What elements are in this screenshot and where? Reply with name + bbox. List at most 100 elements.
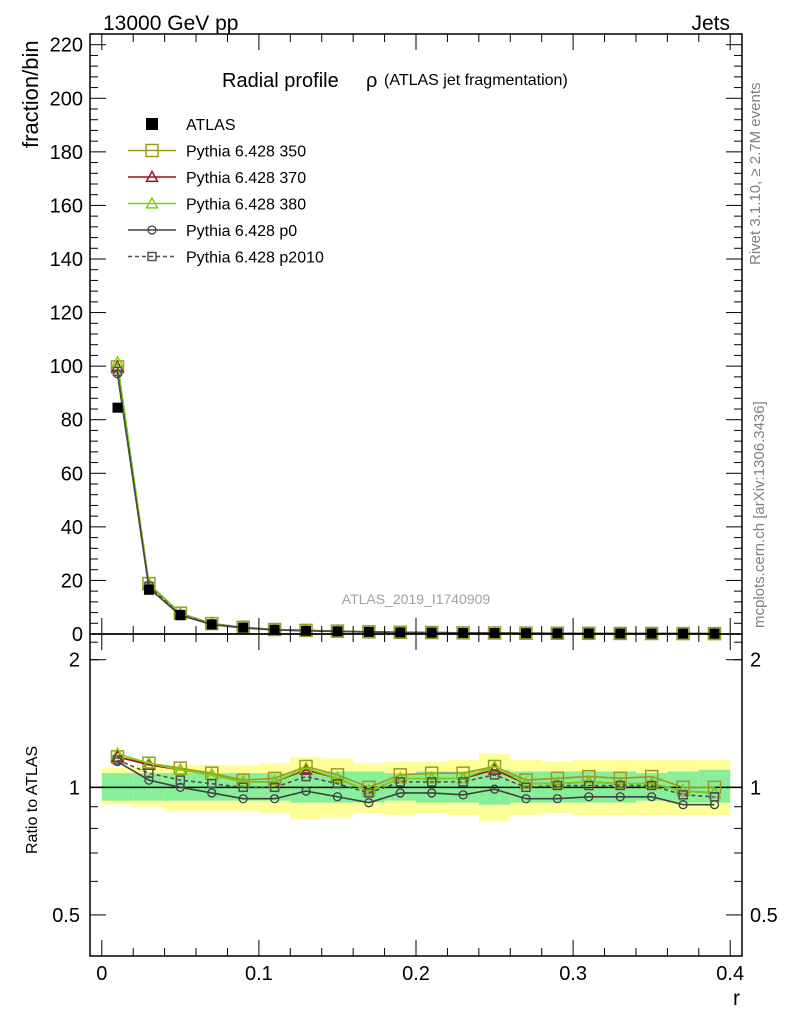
ratio-series-marker [207, 788, 217, 798]
title-rho: ρ [366, 70, 377, 92]
main-y-tick-label: 220 [50, 35, 83, 57]
ratio-series-marker [647, 792, 657, 802]
ratio-series-marker [521, 782, 531, 793]
ratio-series-marker [267, 774, 282, 788]
plot-title: Radial profile ρ (ATLAS jet fragmentatio… [222, 70, 568, 92]
ratio-y-tick-label-right: 1 [750, 777, 761, 799]
main-y-tick-label: 100 [50, 356, 83, 378]
ratio-y-tick-label: 0.5 [52, 905, 80, 927]
ratio-series-marker [644, 769, 659, 784]
ratio-series-marker [678, 800, 688, 810]
data-point [363, 626, 374, 637]
legend-label: Pythia 6.428 p0 [186, 223, 297, 240]
main-y-tick-label: 160 [50, 195, 83, 217]
ratio-series-marker [709, 792, 720, 802]
ratio-series-marker [489, 784, 500, 794]
main-y-tick-label: 200 [50, 88, 83, 110]
data-point [143, 584, 154, 595]
x-tick-label: 0.2 [402, 963, 430, 985]
ratio-series-line [117, 759, 715, 798]
title-paren: (ATLAS jet fragmentation) [384, 72, 568, 89]
ratio-series-marker [173, 762, 188, 775]
x-tick-label: 0.1 [245, 963, 273, 985]
analysis-watermark: ATLAS_2019_I1740909 [342, 591, 491, 607]
ratio-series-marker [424, 766, 439, 780]
legend-label: Pythia 6.428 370 [186, 170, 306, 187]
ratio-series-marker [552, 780, 563, 791]
x-tick-label: 0.3 [559, 963, 587, 985]
ratio-series-marker [236, 774, 250, 788]
main-y-tick-label: 120 [50, 303, 83, 325]
ratio-series-marker [458, 790, 468, 800]
mcplots-label: mcplots.cern.ch [arXiv:1306.3436] [751, 401, 768, 628]
ratio-series-marker [330, 768, 345, 782]
ratio-series-marker [332, 778, 343, 789]
ratio-series-marker [395, 777, 406, 787]
legend-marker [145, 169, 159, 183]
ratio-series-layer [110, 746, 722, 810]
main-y-tick-label: 180 [50, 142, 83, 164]
legend: ATLAS Pythia 6.428 350 Pythia 6.428 370 Pyt… [128, 117, 324, 267]
ratio-ylabel: Ratio to ATLAS [24, 746, 41, 854]
ratio-series-marker [332, 792, 343, 802]
main-y-tick-label: 60 [61, 463, 83, 485]
ratio-y-tick-label: 2 [69, 650, 80, 672]
data-point [301, 625, 312, 636]
legend-label: Pythia 6.428 p2010 [186, 250, 324, 267]
main-y-tick-label: 20 [61, 570, 83, 592]
ratio-series-marker [301, 786, 311, 796]
legend-marker [145, 196, 159, 209]
legend-marker [145, 143, 159, 158]
data-point [395, 627, 406, 638]
main-y-tick-label: 140 [50, 249, 83, 271]
legend-marker-atlas [146, 118, 158, 130]
data-point [175, 610, 186, 621]
ratio-series-marker [267, 771, 282, 786]
ratio-series-marker [456, 766, 470, 780]
ratio-series-marker [678, 790, 688, 800]
main-y-tick-label: 0 [72, 624, 83, 646]
ratio-y-tick-label-right: 2 [750, 650, 761, 672]
title-main: Radial profile [222, 70, 339, 92]
xlabel: r [733, 987, 740, 1010]
ratio-series-marker [364, 798, 374, 808]
legend-label: Pythia 6.428 380 [186, 197, 306, 214]
x-tick-label: 0 [96, 963, 107, 985]
ratio-series-marker [458, 777, 468, 787]
data-point [332, 626, 343, 637]
data-point [269, 624, 280, 635]
ratio-series-marker [330, 771, 345, 784]
ratio-series-marker [615, 792, 625, 802]
ratio-y-tick-label: 1 [69, 777, 80, 799]
ratio-series-marker [112, 755, 123, 765]
ratio-series-marker [613, 776, 628, 789]
ratio-series-marker [426, 777, 437, 787]
ratio-series-marker [269, 782, 280, 793]
ratio-series-marker [269, 794, 280, 804]
ratio-series-line [117, 756, 715, 789]
data-point [112, 402, 123, 413]
rivet-label: Rivet 3.1.10, ≥ 2.7M events [747, 83, 764, 266]
ratio-series-line [117, 752, 715, 794]
data-point [489, 628, 500, 639]
ratio-y-tick-label-right: 0.5 [750, 905, 778, 927]
ratio-series-marker [584, 780, 594, 791]
x-tick-label: 0.4 [716, 963, 744, 985]
ratio-series-marker [676, 780, 690, 795]
ratio-series-marker [207, 778, 217, 789]
ratio-series-marker [584, 792, 594, 802]
legend-label-atlas: ATLAS [186, 117, 236, 134]
legend-marker [147, 251, 157, 262]
header-left: 13000 GeV pp [103, 12, 238, 35]
main-y-tick-label: 40 [61, 517, 83, 539]
ratio-series-marker [395, 788, 405, 798]
ratio-series-line [117, 760, 715, 806]
ratio-series-marker [238, 794, 248, 804]
data-point [426, 627, 437, 638]
legend-marker [147, 225, 157, 235]
main-ylabel: fraction/bin [18, 40, 43, 148]
ratio-series-marker [142, 756, 156, 769]
ratio-series-marker [521, 794, 531, 804]
data-point [458, 627, 469, 638]
